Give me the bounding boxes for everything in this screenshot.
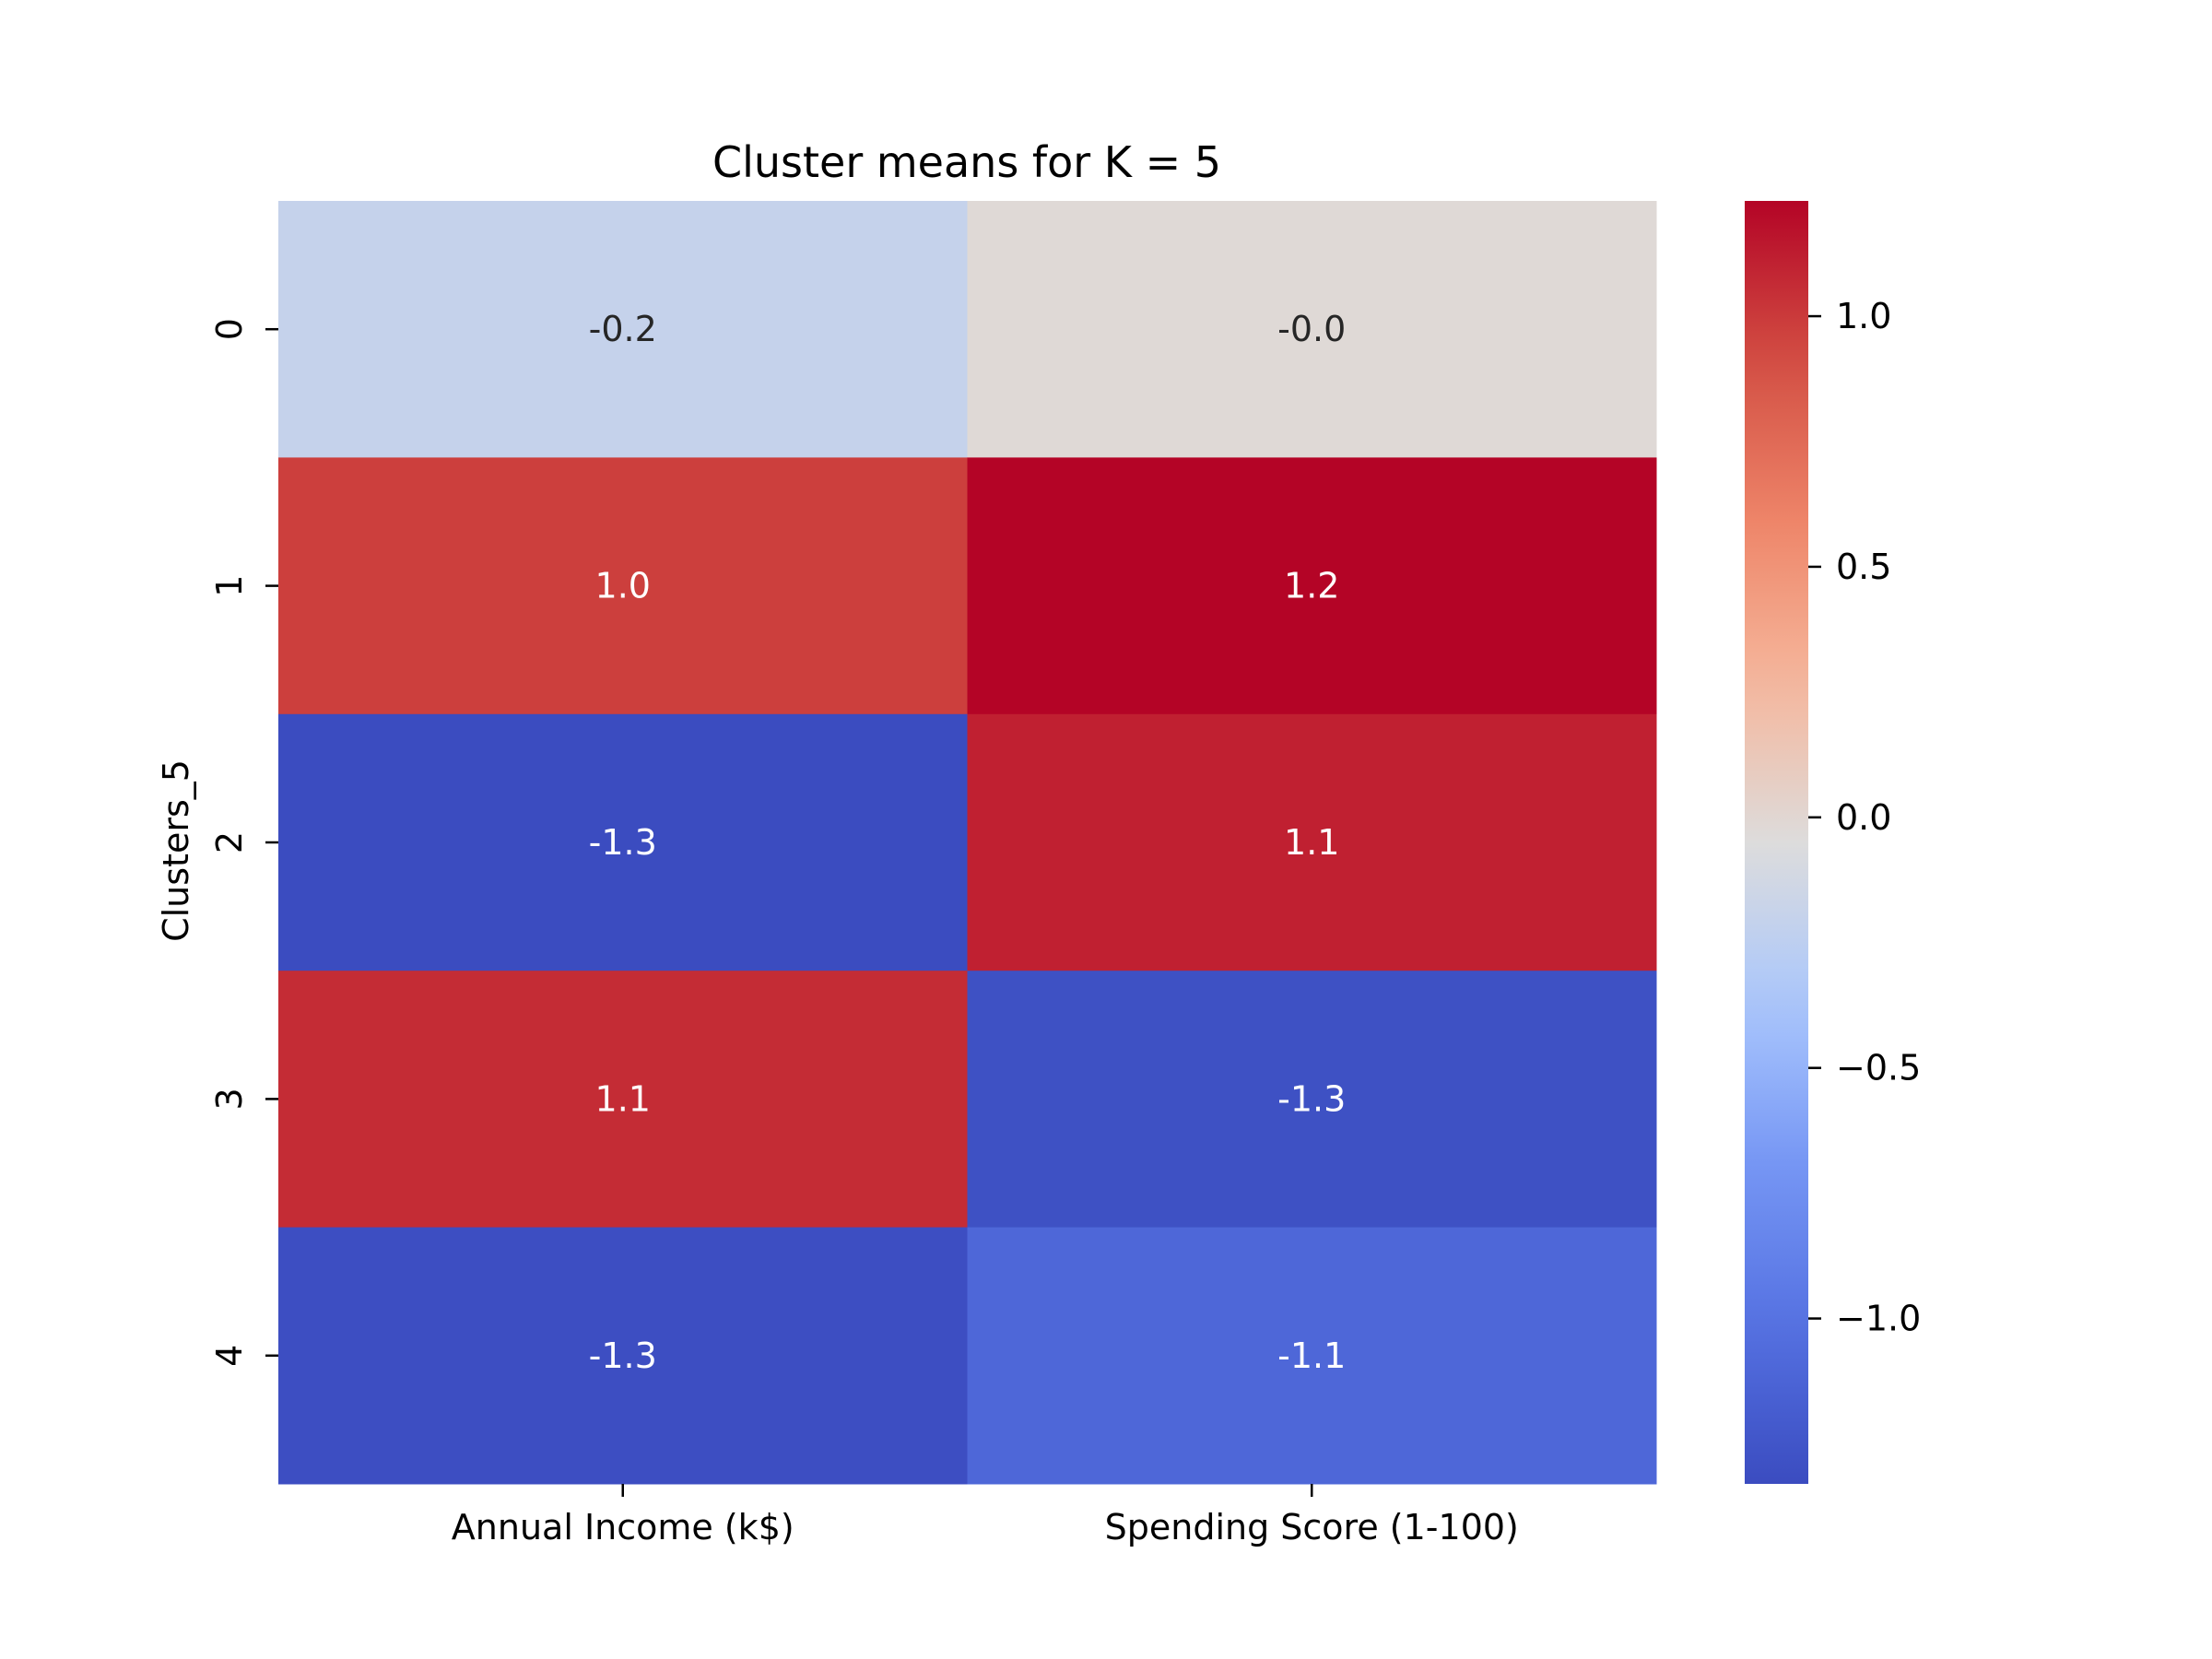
cell-value-label-r1-c0: 1.0 xyxy=(595,566,651,606)
y-axis-label: Clusters_5 xyxy=(156,759,196,942)
heatmap-cell-r3-c1 xyxy=(967,971,1657,1229)
cell-value-label-r1-c1: 1.2 xyxy=(1284,566,1339,606)
y-tick-label-2: 2 xyxy=(209,831,250,853)
x-axis-ticks: Annual Income (k$) Spending Score (1-100) xyxy=(452,1484,1519,1547)
cell-value-label-r3-c0: 1.1 xyxy=(595,1078,651,1119)
cell-value-label-r2-c0: -1.3 xyxy=(589,822,657,863)
heatmap-cell-r1-c0 xyxy=(278,457,968,715)
heatmap-cell-r3-c0 xyxy=(278,971,968,1229)
colorbar xyxy=(1745,201,1808,1484)
colorbar-tick-label-4: −1.0 xyxy=(1836,1299,1921,1339)
y-tick-label-3: 3 xyxy=(209,1088,250,1110)
cell-value-label-r3-c1: -1.3 xyxy=(1277,1078,1346,1119)
colorbar-tick-label-0: 1.0 xyxy=(1836,296,1891,336)
cell-value-label-r0-c1: -0.0 xyxy=(1277,309,1346,349)
heatmap-cell-r0-c0 xyxy=(278,201,968,458)
heatmap-cell-r0-c1 xyxy=(967,201,1657,458)
cell-value-label-r4-c1: -1.1 xyxy=(1277,1335,1346,1376)
colorbar-tick-label-1: 0.5 xyxy=(1836,547,1891,587)
y-axis-ticks: 0 1 2 3 4 xyxy=(209,318,278,1367)
chart-title: Cluster means for K = 5 xyxy=(712,137,1221,187)
heatmap-cell-r1-c1 xyxy=(967,457,1657,715)
y-tick-label-4: 4 xyxy=(209,1345,250,1367)
y-tick-label-1: 1 xyxy=(209,575,250,597)
colorbar-tick-label-3: −0.5 xyxy=(1836,1048,1921,1088)
heatmap-cell-r4-c1 xyxy=(967,1227,1657,1485)
colorbar-tick-label-2: 0.0 xyxy=(1836,797,1891,838)
x-tick-label-1: Spending Score (1-100) xyxy=(1105,1507,1519,1547)
x-tick-label-0: Annual Income (k$) xyxy=(452,1507,794,1547)
cell-value-label-r0-c0: -0.2 xyxy=(589,309,657,349)
heatmap-cell-r4-c0 xyxy=(278,1227,968,1485)
heatmap-cell-r2-c0 xyxy=(278,713,968,971)
colorbar-ticks: 1.0 0.5 0.0 −0.5 −1.0 xyxy=(1808,296,1921,1339)
heatmap-cell-r2-c1 xyxy=(967,713,1657,971)
y-tick-label-0: 0 xyxy=(209,318,250,340)
heatmap-cell-labels: -0.2 -0.0 1.0 1.2 -1.3 1.1 1.1 -1.3 -1.3 -1.1 xyxy=(589,309,1347,1376)
cell-value-label-r4-c0: -1.3 xyxy=(589,1335,657,1376)
heatmap-cells xyxy=(278,201,1657,1485)
cell-value-label-r2-c1: 1.1 xyxy=(1284,822,1339,863)
